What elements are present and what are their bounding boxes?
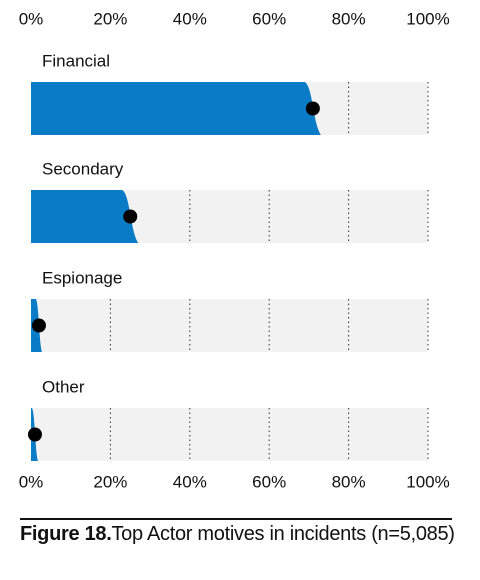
x-tick-label: 60% (252, 472, 286, 491)
x-tick-label: 20% (93, 472, 127, 491)
bar-track (31, 408, 428, 461)
x-tick-label: 100% (406, 472, 449, 491)
category-label: Espionage (42, 268, 122, 287)
bar-track (31, 299, 428, 352)
caption-rule (20, 518, 452, 520)
x-tick-label: 80% (332, 472, 366, 491)
x-tick-label: 100% (406, 9, 449, 28)
point-estimate (31, 318, 46, 333)
x-tick-label: 40% (173, 472, 207, 491)
category-label: Secondary (42, 159, 124, 178)
point-estimate (27, 427, 42, 442)
caption: Figure 18.Top Actor motives in incidents… (20, 522, 460, 546)
point-estimate (305, 101, 320, 116)
point-estimate (123, 209, 138, 224)
caption-text: Top Actor motives in incidents (n=5,085) (111, 523, 455, 545)
caption-label: Figure 18. (20, 523, 112, 545)
x-tick-label: 60% (252, 9, 286, 28)
category-label: Other (42, 377, 85, 396)
category-label: Financial (42, 51, 110, 70)
bar (31, 82, 321, 135)
bar (31, 190, 139, 243)
x-tick-label: 40% (173, 9, 207, 28)
x-tick-label: 0% (19, 9, 44, 28)
x-tick-label: 20% (93, 9, 127, 28)
x-tick-label: 0% (19, 472, 44, 491)
x-tick-label: 80% (332, 9, 366, 28)
chart: 0% 0% 20% 20% 40% 40% 60% 60% 80% 80% 100% 100% Fina… (19, 9, 450, 491)
